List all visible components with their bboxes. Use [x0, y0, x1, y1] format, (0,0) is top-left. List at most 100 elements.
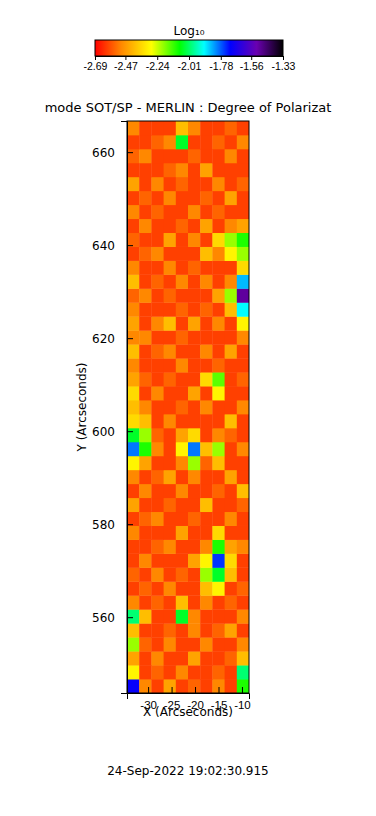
- cell: [188, 526, 201, 540]
- cell: [127, 553, 140, 567]
- cell: [127, 163, 140, 177]
- cell: [212, 288, 225, 302]
- cell: [139, 274, 152, 288]
- cell: [151, 414, 164, 428]
- cell: [176, 177, 189, 191]
- cell: [237, 637, 249, 651]
- cell: [212, 553, 225, 567]
- cell: [200, 442, 213, 456]
- cell: [164, 581, 177, 595]
- cell: [188, 540, 201, 554]
- cell: [200, 595, 213, 609]
- y-tick-label: 640: [92, 239, 115, 253]
- cell: [164, 456, 177, 470]
- colorbar-tick-label: -1.78: [209, 60, 233, 72]
- cell: [176, 302, 189, 316]
- cell: [127, 595, 140, 609]
- colorbar-title: Log₁₀: [173, 24, 204, 38]
- cell: [176, 163, 189, 177]
- cell: [188, 302, 201, 316]
- cell: [176, 358, 189, 372]
- cell: [176, 456, 189, 470]
- cell: [212, 540, 225, 554]
- cell: [237, 609, 249, 623]
- cell: [164, 595, 177, 609]
- cell: [237, 498, 249, 512]
- cell: [176, 512, 189, 526]
- cell: [139, 484, 152, 498]
- cell: [212, 581, 225, 595]
- cell: [151, 609, 164, 623]
- cell: [151, 498, 164, 512]
- cell: [176, 679, 189, 693]
- colorbar-tick: -2.69: [84, 56, 108, 72]
- cell: [139, 288, 152, 302]
- cell: [176, 233, 189, 247]
- cell: [188, 512, 201, 526]
- cell: [164, 261, 177, 275]
- y-tick: 660: [92, 145, 133, 159]
- cell: [212, 302, 225, 316]
- cell: [237, 344, 249, 358]
- cell: [200, 484, 213, 498]
- cell: [200, 344, 213, 358]
- cell: [200, 274, 213, 288]
- cell: [237, 288, 249, 302]
- cell: [127, 302, 140, 316]
- cell: [188, 386, 201, 400]
- cell: [188, 372, 201, 386]
- cell: [188, 651, 201, 665]
- cell: [225, 163, 238, 177]
- cell: [188, 163, 201, 177]
- cell: [225, 121, 238, 135]
- colorbar-tick-mark: [95, 56, 96, 60]
- cell: [127, 470, 140, 484]
- cell: [151, 442, 164, 456]
- cell: [127, 177, 140, 191]
- cell: [176, 484, 189, 498]
- cell: [212, 512, 225, 526]
- cell: [188, 414, 201, 428]
- colorbar-tick-label: -2.69: [84, 60, 108, 72]
- cell: [237, 595, 249, 609]
- cell: [127, 372, 140, 386]
- cell: [127, 400, 140, 414]
- cell: [176, 400, 189, 414]
- cell: [200, 623, 213, 637]
- cell: [200, 651, 213, 665]
- cell: [151, 288, 164, 302]
- cell: [176, 581, 189, 595]
- cell: [188, 358, 201, 372]
- cell: [139, 191, 152, 205]
- cell: [188, 679, 201, 693]
- cell: [237, 526, 249, 540]
- cell: [200, 247, 213, 261]
- cell: [151, 330, 164, 344]
- cell: [225, 637, 238, 651]
- cell: [212, 498, 225, 512]
- cell: [127, 512, 140, 526]
- cell: [127, 442, 140, 456]
- cell: [139, 330, 152, 344]
- y-tick: 640: [92, 239, 133, 253]
- cell: [225, 651, 238, 665]
- cell: [176, 149, 189, 163]
- cell: [164, 484, 177, 498]
- cell: [139, 219, 152, 233]
- cell: [176, 595, 189, 609]
- cell: [151, 121, 164, 135]
- cell: [176, 274, 189, 288]
- cell: [225, 205, 238, 219]
- colorbar-tick-mark: [157, 56, 158, 60]
- cell: [200, 149, 213, 163]
- cell: [127, 191, 140, 205]
- cell: [212, 149, 225, 163]
- cell: [127, 679, 140, 693]
- cell: [225, 665, 238, 679]
- cell: [151, 358, 164, 372]
- cell: [212, 274, 225, 288]
- cell: [188, 595, 201, 609]
- cell: [164, 526, 177, 540]
- cell: [212, 526, 225, 540]
- cell: [225, 442, 238, 456]
